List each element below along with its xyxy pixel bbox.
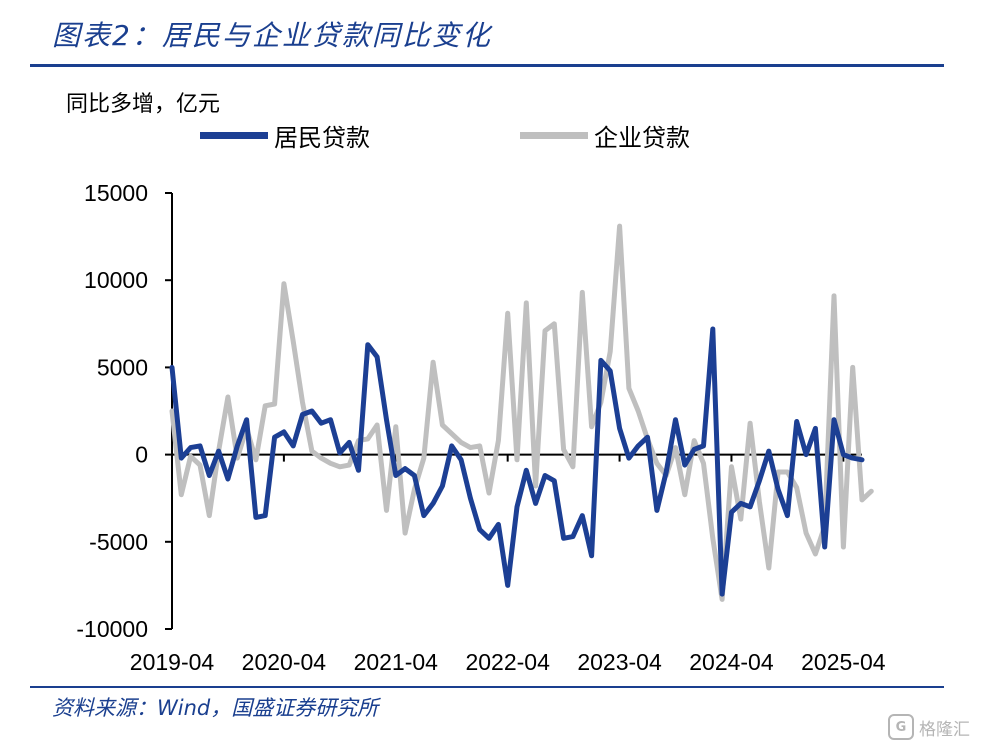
watermark-logo-icon: G [888,714,914,740]
legend-item-household: 居民贷款 [200,118,370,153]
watermark: G 格隆汇 [888,714,970,740]
legend-label-corporate: 企业贷款 [594,124,690,152]
watermark-text: 格隆汇 [919,719,970,740]
x-tick-label: 2020-04 [242,649,327,675]
x-tick-label: 2023-04 [577,649,662,675]
legend-label-household: 居民贷款 [274,124,370,152]
chart-title: 图表2：居民与企业贷款同比变化 [52,19,492,52]
x-tick-label: 2024-04 [689,649,774,675]
x-tick-label: 2022-04 [465,649,550,675]
series-line-household [169,326,865,597]
y-tick-label: -5000 [89,529,148,555]
series-line-corporate [169,223,874,602]
chart-area: 15000 10000 5000 0 -5000 -10000 2019-04 2020-04… [76,180,886,675]
y-tick-label: -10000 [76,616,148,642]
x-tick-label: 2021-04 [354,649,439,675]
source-rule [30,686,944,688]
y-tick-label: 15000 [84,180,148,206]
legend-swatch-corporate [520,132,588,139]
x-tick-label: 2025-04 [801,649,886,675]
y-axis-label: 同比多增，亿元 [66,92,221,117]
legend-item-corporate: 企业贷款 [520,118,690,153]
legend-swatch-household [200,132,268,139]
y-tick-label: 5000 [97,354,148,380]
x-tick-label: 2019-04 [130,649,215,675]
source-note: 资料来源：Wind，国盛证券研究所 [52,696,379,720]
y-tick-label: 0 [135,442,148,468]
y-tick-label: 10000 [84,267,148,293]
title-rule [30,64,944,67]
